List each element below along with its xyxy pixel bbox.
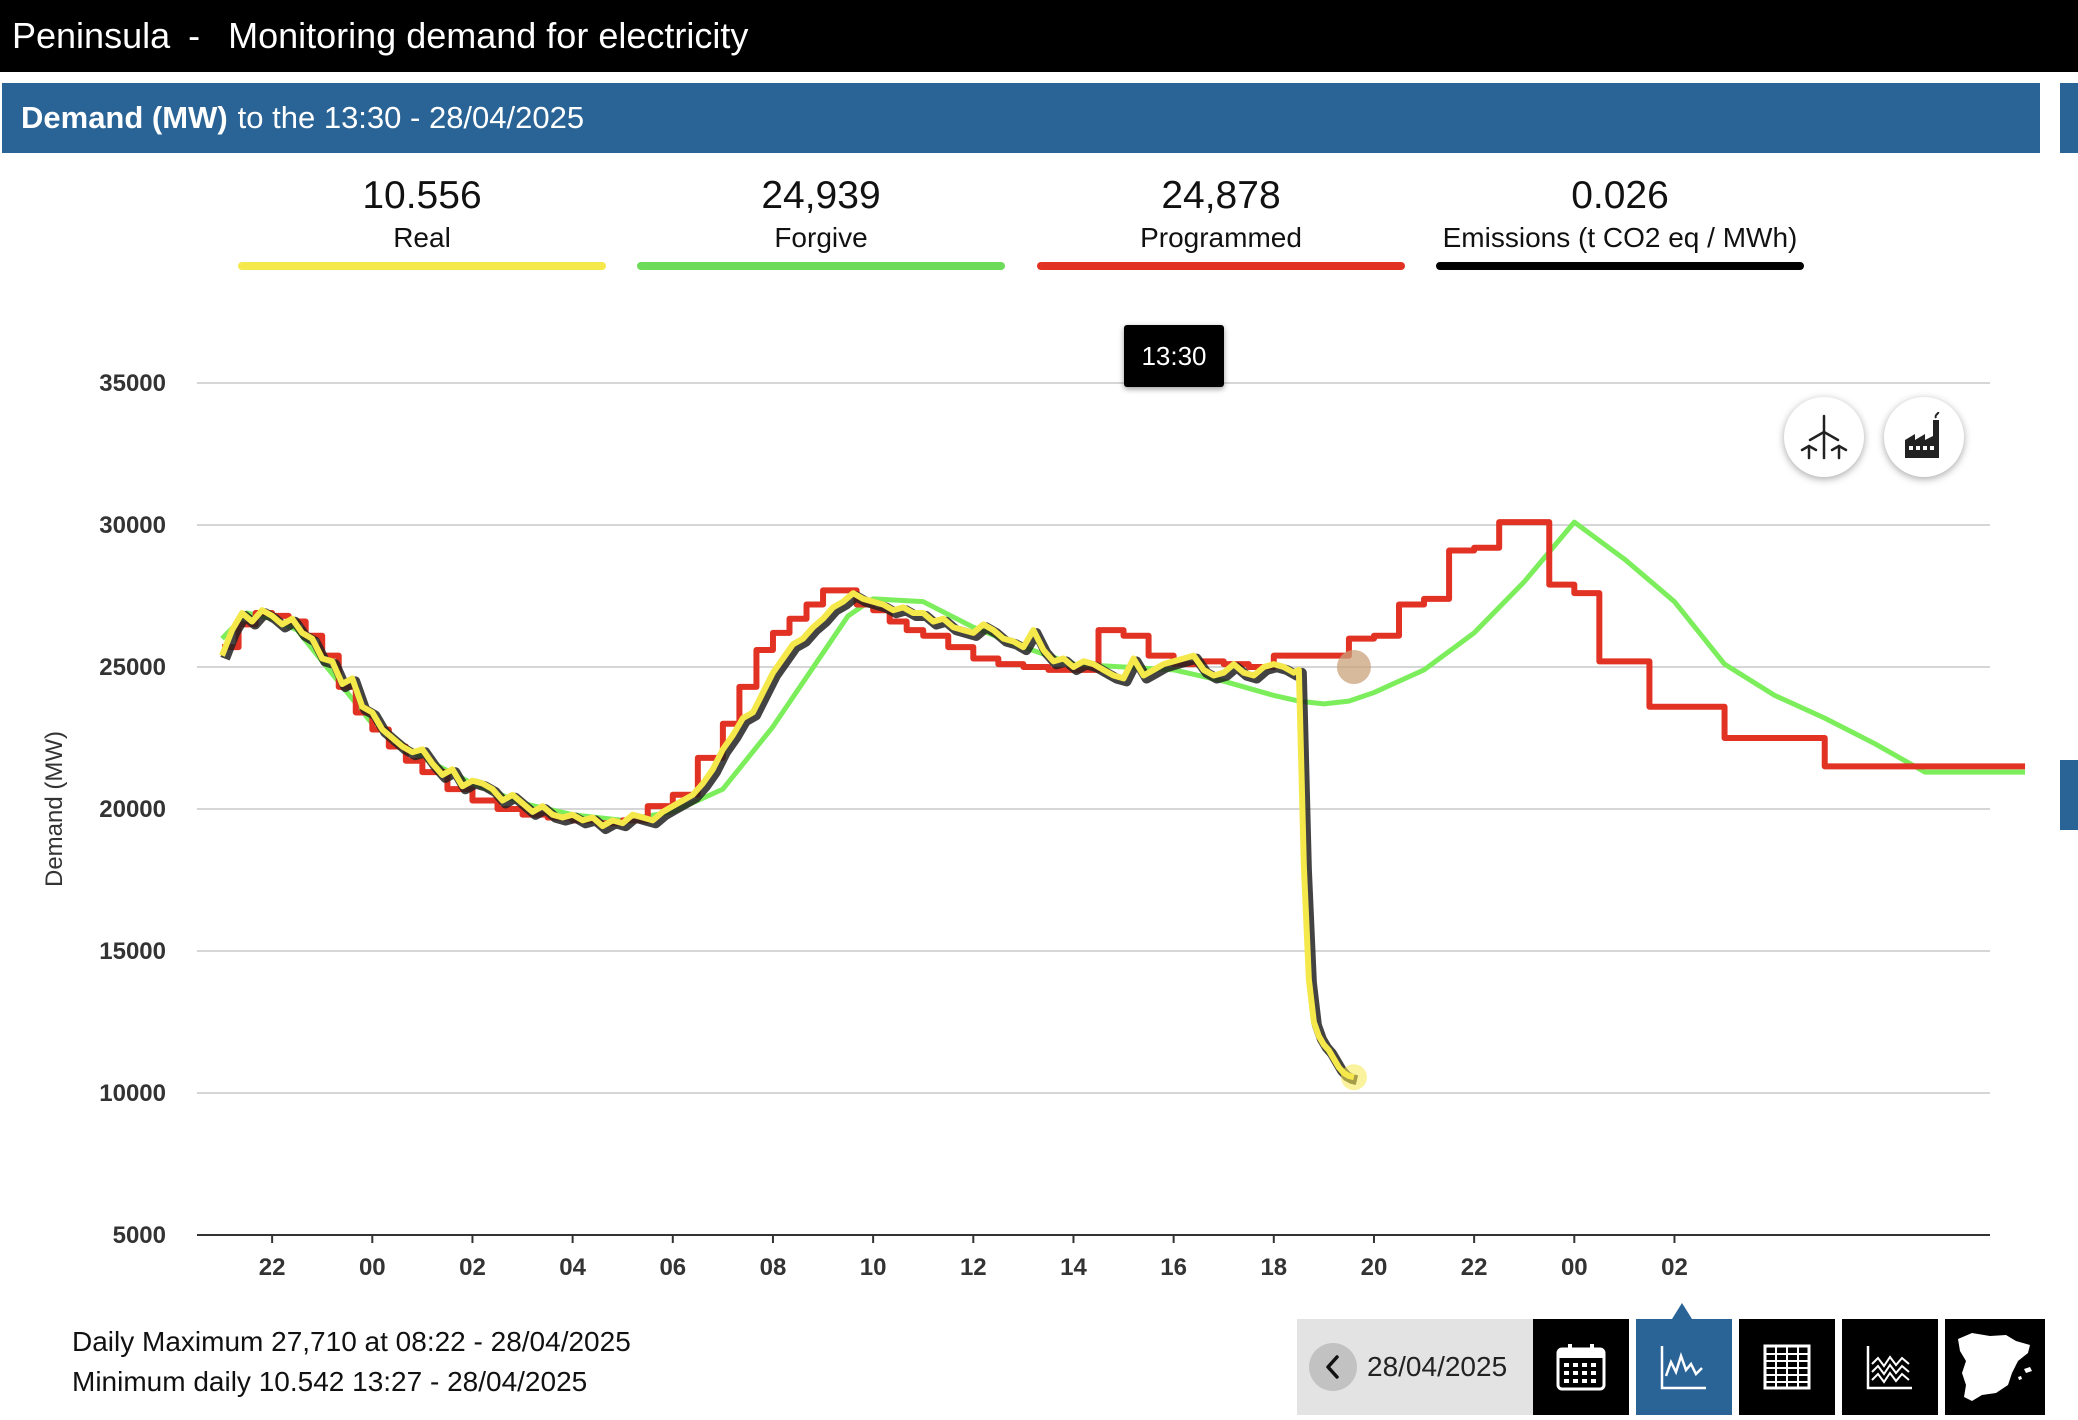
x-tick-label: 18 [1260, 1254, 1287, 1281]
x-tick-label: 12 [960, 1254, 987, 1281]
metric-color-bar [1037, 262, 1405, 270]
x-tick-label: 02 [459, 1254, 486, 1281]
y-tick-label: 5000 [113, 1222, 166, 1249]
daily-stats: Daily Maximum 27,710 at 08:22 - 28/04/20… [72, 1322, 631, 1402]
series-line-real [219, 590, 1355, 1081]
daily-minimum: Minimum daily 10.542 13:27 - 28/04/2025 [72, 1366, 588, 1397]
metric-programmed: 24,878 Programmed [1037, 172, 1405, 270]
metric-value: 10.556 [362, 174, 482, 217]
x-tick-label: 14 [1060, 1254, 1087, 1281]
calendar-button[interactable] [1533, 1319, 1629, 1415]
area-chart-view-button[interactable] [1842, 1319, 1938, 1415]
chart-header-bar: Demand (MW) to the 13:30 - 28/04/2025 [2, 83, 2040, 153]
metric-color-bar [238, 262, 606, 270]
metric-forecast: 24,939 Forgive [637, 172, 1005, 270]
map-view-button[interactable] [1945, 1319, 2045, 1415]
x-tick-label: 00 [359, 1254, 386, 1281]
y-tick-label: 30000 [99, 512, 166, 539]
factory-emissions-icon [1905, 412, 1940, 458]
top-bar: Peninsula - Monitoring demand for electr… [0, 0, 2078, 72]
forecast-point-marker [1336, 650, 1371, 684]
y-tick-label: 35000 [99, 370, 166, 397]
metric-real: 10.556 Real [238, 172, 606, 270]
y-tick-label: 15000 [99, 938, 166, 965]
previous-date-button[interactable] [1309, 1343, 1357, 1391]
x-tick-label: 10 [860, 1254, 887, 1281]
chevron-left-icon [1326, 1355, 1339, 1379]
x-tick-label: 08 [760, 1254, 787, 1281]
region-name: Peninsula [12, 15, 171, 56]
series-shadow-real [220, 591, 1359, 1086]
area-chart-icon [1866, 1346, 1912, 1390]
spain-map-icon [1958, 1333, 2032, 1401]
tooltip-time: 13:30 [1141, 340, 1207, 371]
metric-label: Forgive [774, 222, 868, 253]
y-tick-label: 10000 [99, 1080, 166, 1107]
table-view-button[interactable] [1739, 1319, 1835, 1415]
line-chart-icon [1660, 1346, 1706, 1390]
x-tick-label: 22 [259, 1254, 286, 1281]
current-date: 28/04/2025 [1367, 1351, 1508, 1382]
x-tick-label: 20 [1361, 1254, 1388, 1281]
metric-value: 0.026 [1571, 174, 1669, 217]
metric-color-bar [1436, 262, 1804, 270]
chart-tooltip: 13:30 [1124, 325, 1224, 387]
date-selector[interactable]: 28/04/2025 [1297, 1319, 1533, 1415]
x-tick-label: 04 [559, 1254, 586, 1281]
x-tick-label: 06 [659, 1254, 686, 1281]
y-axis-label: Demand (MW) [41, 731, 68, 887]
metric-label: Real [393, 222, 451, 253]
metric-label: Programmed [1140, 222, 1302, 253]
demand-line-chart[interactable]: 5000 10000 15000 20000 25000 30000 35000 22 00 02… [0, 0, 2078, 1300]
chart-context: to the 13:30 - 28/04/2025 [237, 100, 585, 135]
title-separator: - [188, 15, 201, 56]
line-chart-view-button[interactable] [1636, 1319, 1732, 1415]
metric-value: 24,878 [1161, 174, 1281, 217]
y-tick-label: 20000 [99, 796, 166, 823]
x-tick-label: 00 [1561, 1254, 1588, 1281]
chart-metric-name: Demand (MW) [21, 100, 228, 135]
wind-generation-button[interactable] [1784, 397, 1864, 477]
side-panel-edge [2060, 760, 2078, 830]
y-tick-label: 25000 [99, 654, 166, 681]
factory-emissions-button[interactable] [1884, 397, 1964, 477]
metric-value: 24,939 [761, 174, 881, 217]
metric-emissions: 0.026 Emissions (t CO2 eq / MWh) [1436, 172, 1804, 270]
x-tick-label: 02 [1661, 1254, 1688, 1281]
x-tick-label: 16 [1160, 1254, 1187, 1281]
calendar-icon [1556, 1344, 1606, 1391]
x-tick-label: 22 [1461, 1254, 1488, 1281]
active-view-indicator [1672, 1303, 1692, 1319]
side-panel-edge [2060, 83, 2078, 153]
series-line-programmed [222, 519, 2026, 827]
metric-label: Emissions (t CO2 eq / MWh) [1442, 222, 1798, 253]
wind-generation-icon [1800, 414, 1848, 460]
series-line-forgive [220, 519, 2026, 823]
table-icon [1763, 1344, 1811, 1390]
current-point-marker [1340, 1064, 1367, 1091]
metric-color-bar [637, 262, 1005, 270]
page-title: Monitoring demand for electricity [228, 15, 749, 56]
daily-maximum: Daily Maximum 27,710 at 08:22 - 28/04/20… [72, 1326, 631, 1357]
